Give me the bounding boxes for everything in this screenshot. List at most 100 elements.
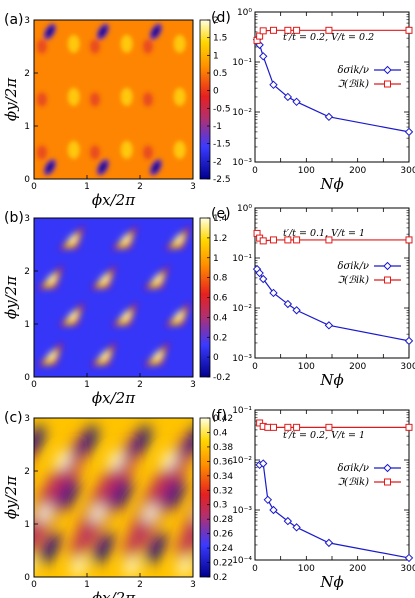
x-tick-label: 2 [137, 182, 143, 192]
parameter-annotation: t′/t = 0.2, V/t = 0.2 [283, 32, 374, 43]
colorbar-tick-label: 0.28 [213, 515, 233, 525]
data-point [283, 92, 293, 102]
x-tick-label: 3 [190, 182, 196, 192]
heatmap-blue-blob [76, 425, 98, 459]
colorbar-tick-label: 1.5 [213, 34, 227, 44]
data-point [283, 299, 293, 309]
heatmap-light-spot [173, 140, 186, 159]
heatmap-frame [33, 417, 194, 578]
heatmap-peak [176, 313, 182, 319]
y-tick-label: 10⁻¹ [232, 254, 252, 264]
data-point [269, 288, 278, 298]
colorbar-tick-label: -0.5 [213, 104, 231, 114]
heatmap-blue-blob [145, 531, 167, 565]
heatmap-peak [49, 353, 55, 359]
x-tick-label: 0 [252, 362, 258, 372]
heatmap-light-spot [120, 140, 133, 159]
colorbar-tick-label: 0.32 [213, 486, 233, 496]
heatmap-peak [102, 353, 108, 359]
data-point [292, 97, 301, 107]
x-axis-label: ϕx/2π [92, 389, 136, 407]
x-tick-label: 0 [31, 380, 37, 390]
data-point [293, 423, 301, 431]
data-point [269, 505, 278, 515]
heatmap-panel-2: (b) 0 1 2 3 0 1 2 3 ϕx/2π ϕy/2π 1.4 1.2 1 0.8 0.6 0.4 0.2… [2, 210, 231, 407]
heatmap-blue-blob [39, 531, 61, 565]
legend-marker [384, 478, 391, 486]
x-tick-label: 2 [137, 380, 143, 390]
data-point [269, 423, 277, 431]
panel-label: (e) [211, 206, 231, 222]
colorbar-tick-label: 0.36 [213, 457, 233, 467]
data-point [405, 236, 413, 244]
legend-label: δσik/ν [337, 261, 369, 272]
heatmap-peak [155, 276, 161, 282]
y-tick-label: 1 [24, 122, 30, 132]
colorbar-tick-label: 0.5 [213, 69, 227, 79]
x-tick-label: 0 [252, 166, 258, 176]
data-point [284, 26, 292, 34]
colorbar-tick-label: 1 [213, 254, 219, 264]
data-point [405, 423, 413, 431]
colorbar-tick-label: 0.4 [213, 428, 228, 438]
colorbar-tick-label: 0.34 [213, 472, 233, 482]
y-tick-label: 0 [24, 573, 30, 583]
heatmap-peak [123, 313, 129, 319]
y-tick-label: 10⁻² [232, 456, 252, 466]
colorbar-tick-label: 1.2 [213, 234, 227, 244]
data-point [259, 459, 268, 468]
data-point [284, 423, 292, 431]
heatmap-yellow-blob [265, 449, 285, 472]
y-tick-label: 1 [24, 520, 30, 530]
colorbar-tick-label: 0.6 [213, 294, 228, 304]
data-point [325, 236, 333, 244]
data-point [255, 268, 264, 278]
heatmap-red-stripe [34, 435, 88, 560]
colorbar-tick-label: 0.22 [213, 559, 233, 569]
heatmap-light-spot [67, 87, 80, 106]
data-point [293, 26, 301, 34]
heatmap-yellow-blob [124, 557, 140, 576]
data-point [292, 306, 301, 315]
legend-label: δσik/ν [337, 463, 369, 474]
y-tick-label: 2 [24, 467, 30, 477]
legend-marker [384, 276, 391, 284]
x-axis-label: Nϕ [319, 175, 343, 193]
data-point [325, 423, 333, 431]
heatmap-peak [176, 236, 182, 242]
heatmap-yellow-blob [143, 504, 158, 523]
colorbar-tick-label: -1.5 [213, 140, 231, 150]
series-delta-sigma [252, 264, 414, 346]
heatmap-light-spot [67, 34, 80, 53]
x-tick-label: 100 [298, 362, 315, 372]
y-tick-label: 10⁻¹ [232, 58, 252, 68]
x-tick-label: 200 [349, 166, 366, 176]
y-tick-label: 0 [24, 175, 30, 185]
heatmap-light-spot [120, 34, 133, 53]
series-line [259, 462, 410, 559]
heatmap-dark-spot [98, 161, 107, 173]
y-tick-label: 2 [24, 267, 30, 277]
data-point [293, 236, 301, 244]
x-axis-label: Nϕ [319, 573, 343, 591]
lineplot-panel-5: (e) 0 100 200 300 10⁻³ 10⁻² 10⁻¹ 10⁰ Nϕ t′/t = 0.1… [211, 204, 415, 389]
data-point [259, 274, 268, 284]
colorbar-tick-label: 0.2 [213, 333, 227, 343]
heatmap-red-stripe [221, 430, 308, 565]
heatmap-dim-spot [36, 92, 47, 107]
y-tick-label: 10⁻¹ [232, 406, 252, 416]
panel-label: (b) [4, 210, 24, 226]
y-tick-label: 3 [24, 16, 30, 26]
data-point [259, 52, 268, 61]
heatmap-red-stripe [124, 435, 193, 560]
data-point [269, 236, 277, 244]
colorbar [199, 19, 211, 180]
data-point [324, 538, 334, 548]
panel-label: (a) [4, 12, 24, 28]
series-imag-b [253, 229, 413, 245]
heatmap-dim-spot [142, 92, 153, 107]
data-point [284, 236, 292, 244]
heatmap-light-spot [173, 87, 186, 106]
heatmap-blobs [37, 225, 191, 366]
y-tick-label: 10⁻² [232, 304, 252, 314]
